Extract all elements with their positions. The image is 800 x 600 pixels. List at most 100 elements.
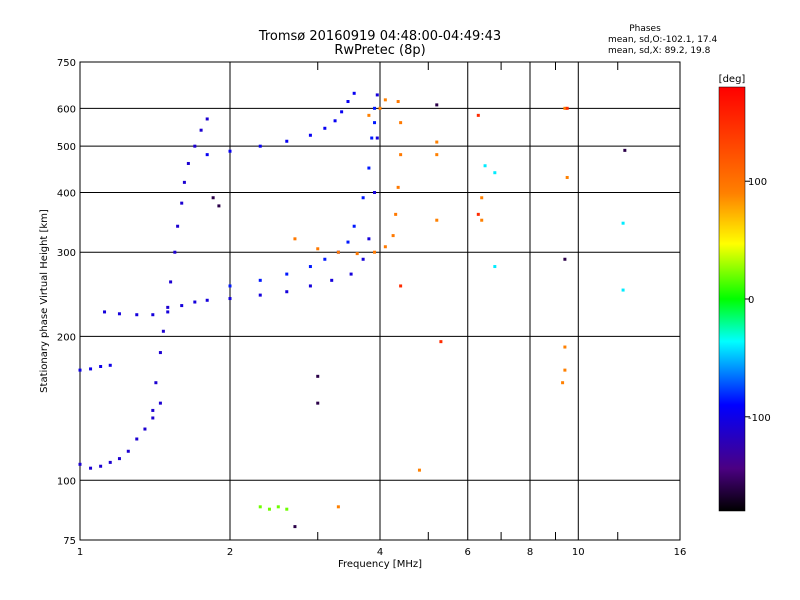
- x-axis-label: Frequency [MHz]: [338, 559, 422, 570]
- data-point: [361, 257, 365, 261]
- data-point: [493, 171, 497, 175]
- data-point: [396, 100, 400, 104]
- data-point: [493, 265, 497, 269]
- data-point: [228, 297, 232, 301]
- data-point: [483, 164, 487, 168]
- data-point: [316, 374, 320, 378]
- data-point: [78, 462, 82, 466]
- chart-subtitle: RwPretec (8p): [334, 43, 425, 58]
- data-point: [476, 113, 480, 117]
- data-point: [316, 247, 320, 251]
- data-point: [435, 103, 439, 107]
- data-point: [373, 250, 377, 254]
- y-tick-label: 750: [57, 58, 76, 69]
- x-tick-label: 2: [227, 547, 233, 558]
- y-tick-label: 200: [57, 332, 76, 343]
- data-point: [293, 525, 297, 529]
- data-point: [108, 363, 112, 367]
- data-point: [285, 272, 289, 276]
- data-point: [399, 284, 403, 288]
- x-tick-label: 1: [77, 547, 83, 558]
- data-point: [217, 204, 221, 208]
- data-point: [399, 121, 403, 125]
- data-point: [394, 212, 398, 216]
- data-point: [373, 190, 377, 194]
- data-point: [135, 313, 139, 317]
- data-point: [352, 224, 356, 228]
- data-point: [367, 166, 371, 170]
- data-point: [285, 507, 289, 511]
- data-point: [151, 313, 155, 317]
- y-axis-label: Stationary phase Virtual Height [km]: [39, 209, 50, 393]
- data-point: [340, 110, 344, 114]
- data-point: [565, 175, 569, 179]
- data-point: [378, 106, 382, 110]
- data-point: [158, 401, 162, 405]
- y-tick-label: 400: [57, 188, 76, 199]
- data-point: [293, 237, 297, 241]
- phases-legend-x: mean, sd,X: 89.2, 19.8: [608, 46, 711, 56]
- data-point: [330, 278, 334, 282]
- data-point: [103, 310, 107, 314]
- colorbar-ticks: 100 0 -100: [745, 177, 771, 424]
- data-point: [308, 265, 312, 269]
- data-point: [258, 278, 262, 282]
- data-point: [383, 98, 387, 102]
- data-point: [417, 468, 421, 472]
- y-axis-ticks: 75 100 200 300 400 500 600 750: [57, 58, 76, 547]
- x-tick-label: 16: [674, 547, 687, 558]
- colorbar-tick-label: 100: [748, 177, 767, 188]
- data-point: [308, 284, 312, 288]
- x-tick-label: 10: [572, 547, 585, 558]
- colorbar: [deg] 100 0 -100: [718, 74, 771, 512]
- data-point: [117, 457, 121, 461]
- data-point: [623, 148, 627, 152]
- data-point: [193, 144, 197, 148]
- data-point: [135, 437, 139, 441]
- data-point: [435, 153, 439, 157]
- data-point: [258, 293, 262, 297]
- colorbar-label: [deg]: [719, 74, 746, 85]
- data-point: [621, 288, 625, 292]
- data-point: [563, 345, 567, 349]
- data-point: [228, 284, 232, 288]
- data-point: [323, 257, 327, 261]
- data-point: [323, 126, 327, 130]
- data-point: [126, 449, 130, 453]
- data-point: [205, 153, 209, 157]
- x-tick-label: 8: [527, 547, 533, 558]
- data-point: [439, 340, 443, 344]
- data-point: [476, 212, 480, 216]
- data-point: [78, 368, 82, 372]
- y-tick-label: 300: [57, 248, 76, 259]
- data-point: [182, 180, 186, 184]
- data-point: [258, 144, 262, 148]
- phases-legend-heading: Phases: [629, 24, 661, 34]
- data-point: [258, 505, 262, 509]
- data-point: [480, 196, 484, 200]
- data-point: [621, 221, 625, 225]
- colorbar-scale: [718, 86, 746, 512]
- data-point: [205, 298, 209, 302]
- data-point: [370, 136, 374, 140]
- data-point: [399, 153, 403, 157]
- data-point: [285, 290, 289, 294]
- data-point: [355, 252, 359, 256]
- data-point: [367, 237, 371, 241]
- data-point: [199, 128, 203, 132]
- data-point: [346, 100, 350, 104]
- data-point: [276, 505, 280, 509]
- data-point: [563, 257, 567, 261]
- data-point: [563, 368, 567, 372]
- data-point: [89, 466, 93, 470]
- data-point: [361, 196, 365, 200]
- grid: [80, 62, 680, 540]
- data-point: [205, 117, 209, 121]
- data-point: [117, 312, 121, 316]
- data-point: [89, 367, 93, 371]
- data-point: [346, 240, 350, 244]
- data-point: [352, 91, 356, 95]
- data-point: [391, 234, 395, 238]
- data-point: [180, 304, 184, 308]
- data-point: [108, 460, 112, 464]
